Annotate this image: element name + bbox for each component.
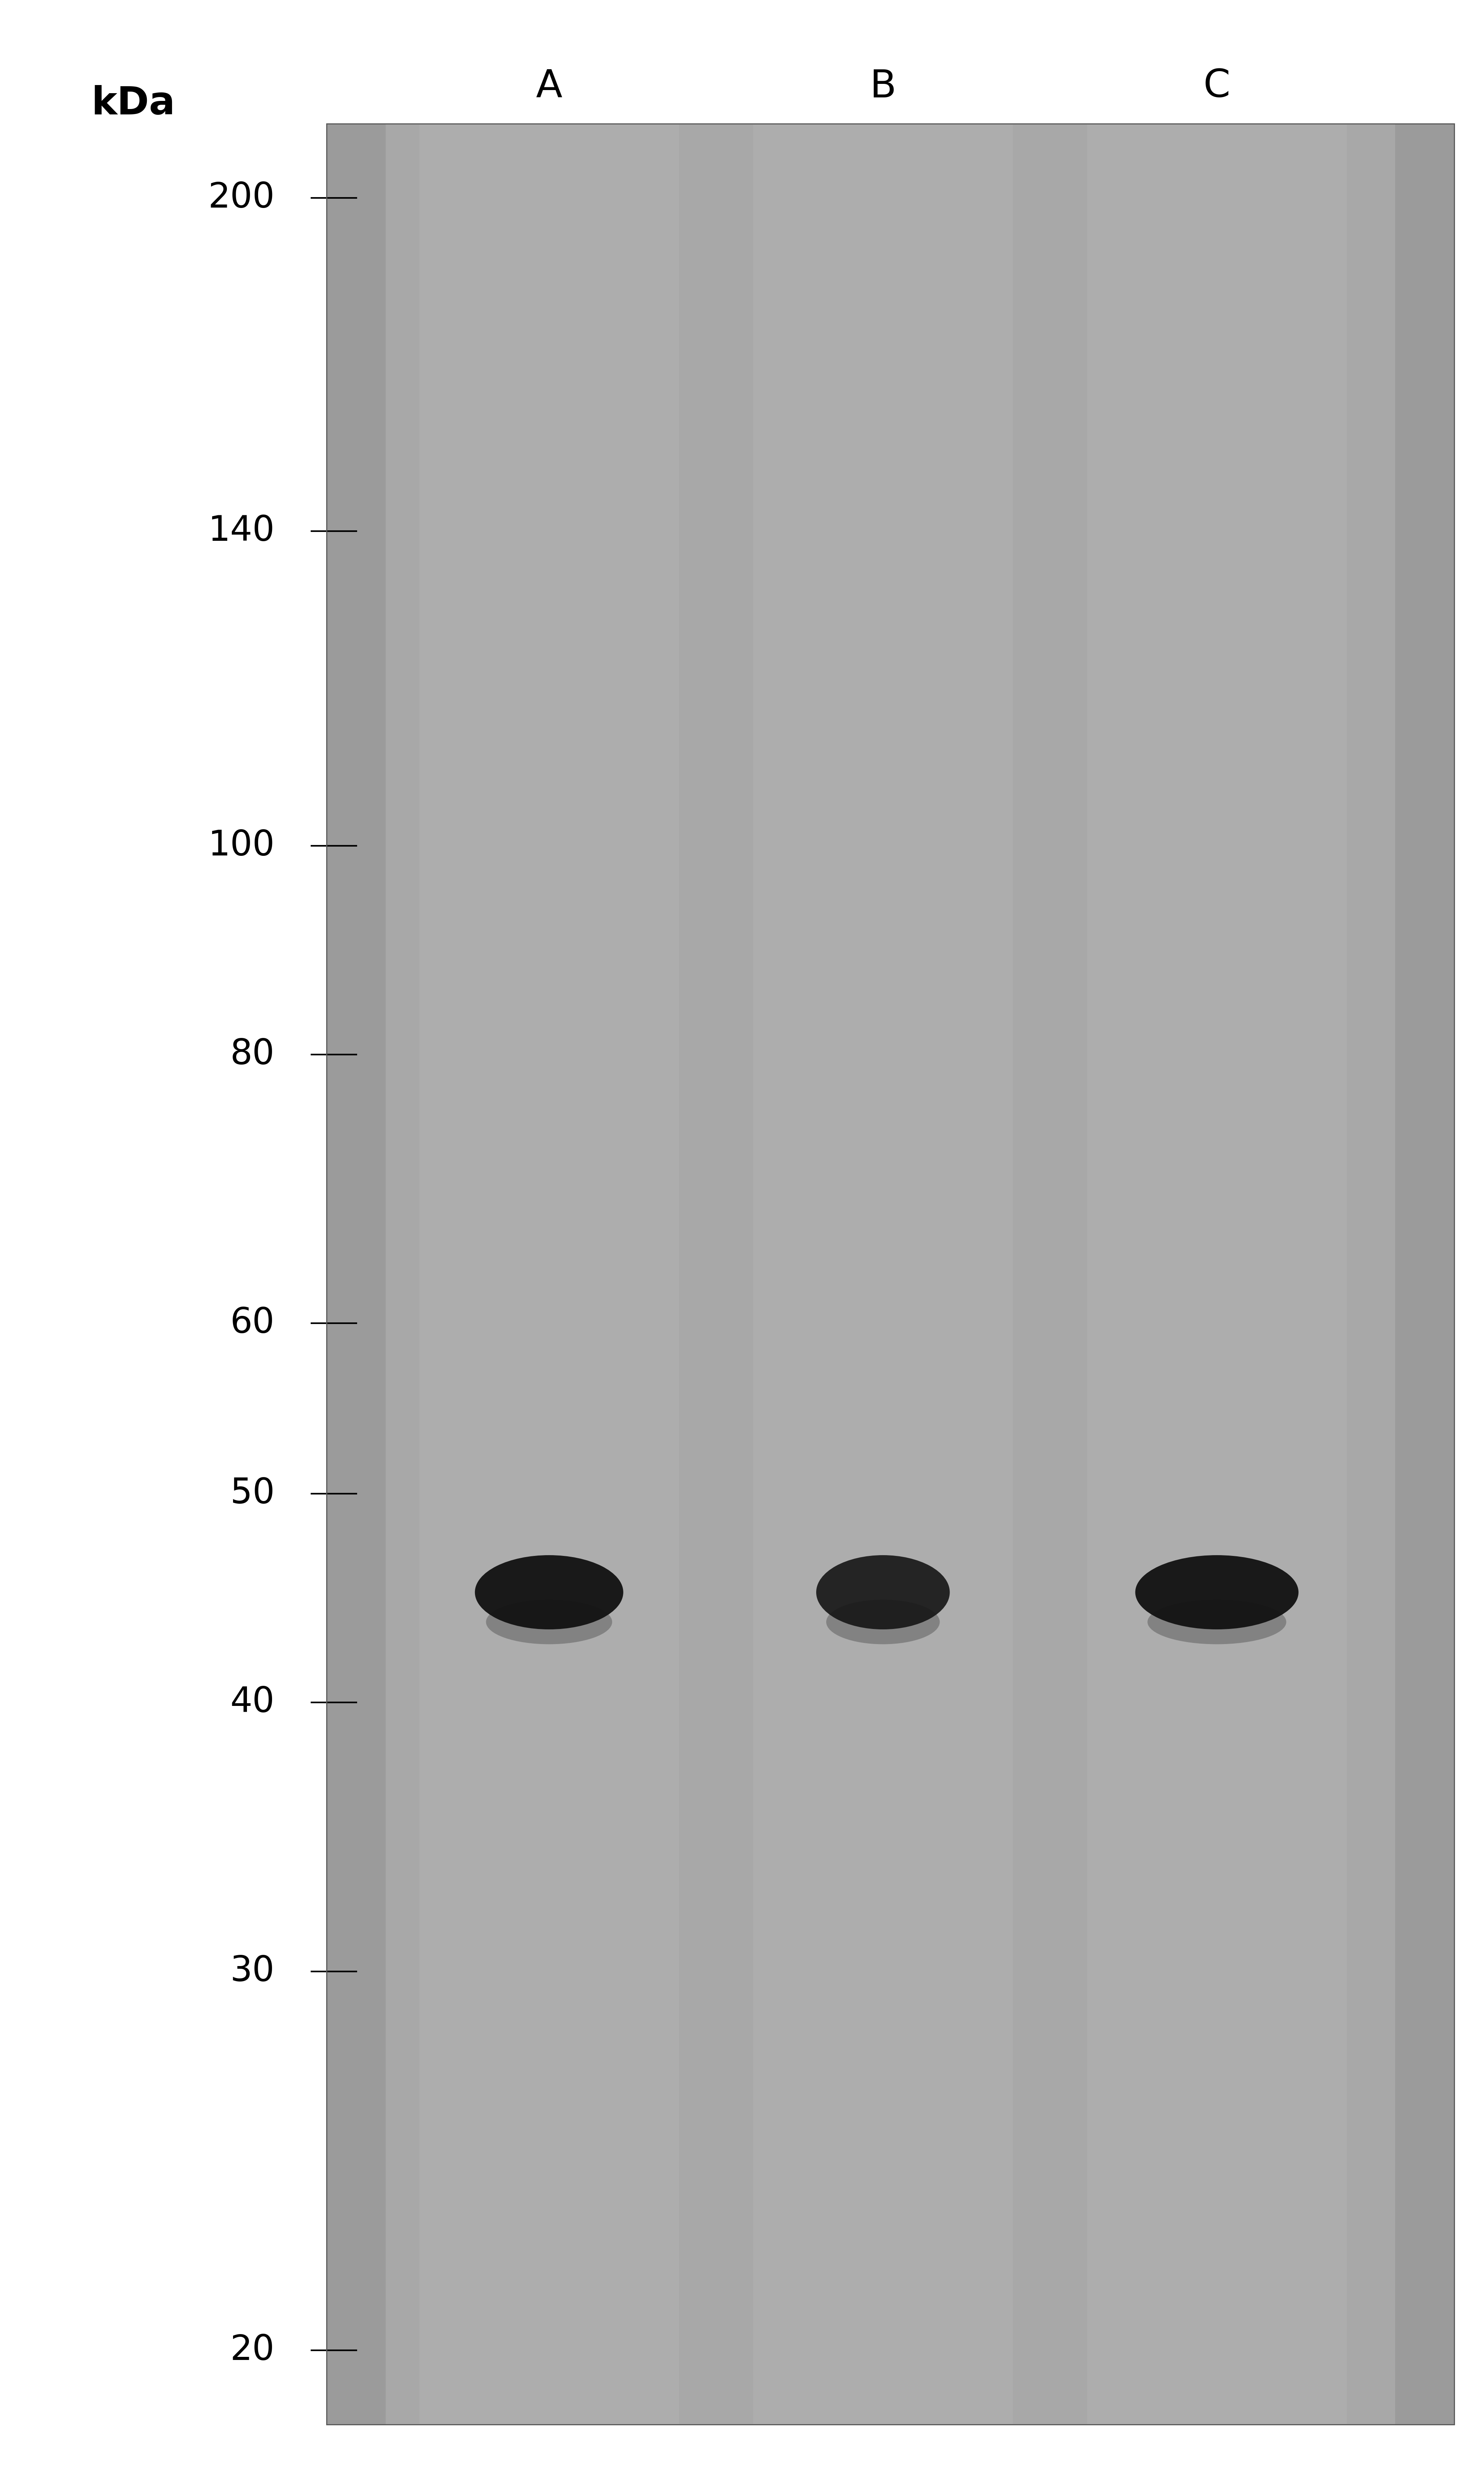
Ellipse shape xyxy=(1147,1601,1287,1645)
FancyBboxPatch shape xyxy=(1395,124,1454,2425)
Text: 140: 140 xyxy=(208,515,275,549)
Text: 50: 50 xyxy=(230,1477,275,1512)
Text: A: A xyxy=(536,67,562,106)
Text: 100: 100 xyxy=(208,829,275,863)
Ellipse shape xyxy=(816,1556,950,1630)
Ellipse shape xyxy=(485,1601,611,1645)
FancyBboxPatch shape xyxy=(752,124,1012,2425)
Text: 80: 80 xyxy=(230,1037,275,1071)
FancyBboxPatch shape xyxy=(326,124,386,2425)
Text: B: B xyxy=(870,67,896,106)
Text: kDa: kDa xyxy=(92,84,175,124)
Text: 60: 60 xyxy=(230,1306,275,1341)
FancyBboxPatch shape xyxy=(418,124,678,2425)
Text: 40: 40 xyxy=(230,1685,275,1719)
Text: 200: 200 xyxy=(208,181,275,215)
Ellipse shape xyxy=(475,1556,623,1630)
FancyBboxPatch shape xyxy=(1086,124,1346,2425)
Text: 30: 30 xyxy=(230,1954,275,1989)
Text: 20: 20 xyxy=(230,2333,275,2368)
Text: C: C xyxy=(1204,67,1230,106)
FancyBboxPatch shape xyxy=(326,124,1454,2425)
Ellipse shape xyxy=(1135,1556,1298,1630)
Ellipse shape xyxy=(827,1601,939,1645)
